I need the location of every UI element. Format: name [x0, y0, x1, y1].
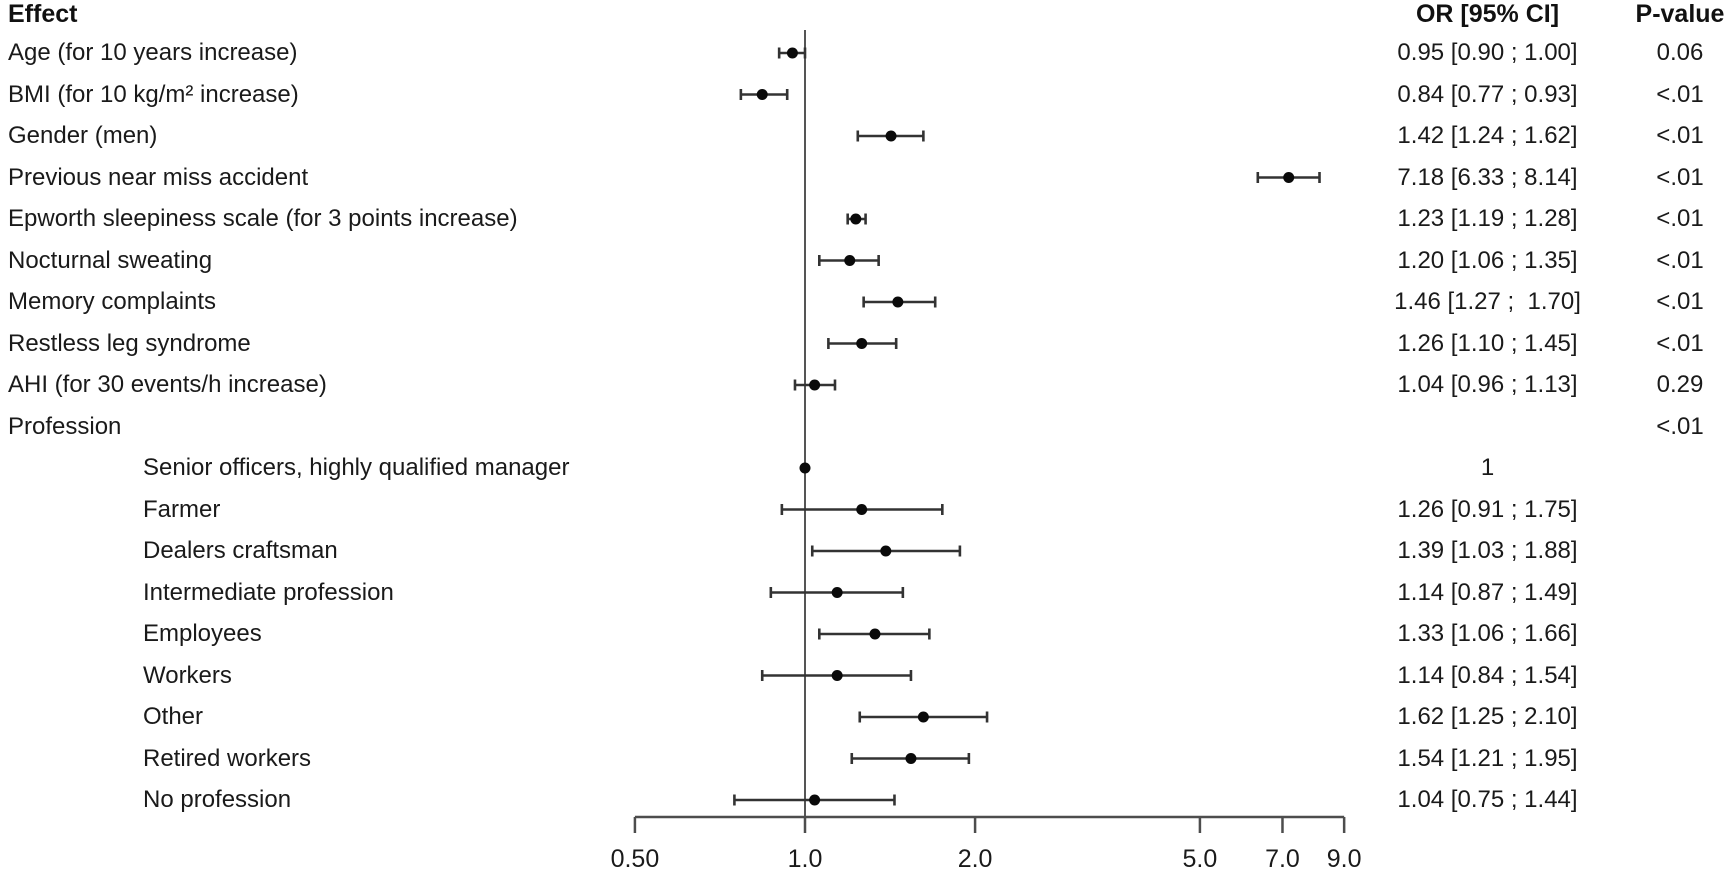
or-point: [850, 213, 862, 225]
row-label: Profession: [8, 412, 122, 440]
or-ci-value: 1.54 [1.21 ; 1.95]: [1397, 744, 1578, 772]
row-label: Age (for 10 years increase): [8, 39, 298, 66]
row-label: Dealers craftsman: [143, 537, 338, 564]
row-label: Previous near miss accident: [8, 163, 309, 191]
or-point: [756, 89, 768, 100]
row-label: Employees: [143, 620, 262, 647]
row-label: Epworth sleepiness scale (for 3 points i…: [8, 205, 518, 232]
row-label: Retired workers: [143, 744, 312, 772]
x-axis-tick-label: 1.0: [787, 845, 823, 873]
or-ci-value: 1.26 [1.10 ; 1.45]: [1397, 329, 1578, 357]
or-point: [885, 130, 897, 142]
p-value: <.01: [1656, 288, 1704, 315]
or-point: [831, 670, 843, 681]
or-point: [786, 47, 798, 59]
p-value: <.01: [1656, 246, 1704, 274]
row-label: AHI (for 30 events/h increase): [8, 371, 327, 398]
or-point: [856, 338, 868, 349]
or-point: [856, 504, 868, 515]
or-point: [869, 628, 881, 640]
or-ci-value: 0.84 [0.77 ; 0.93]: [1397, 80, 1578, 108]
row-label: Nocturnal sweating: [8, 246, 213, 274]
or-point: [809, 794, 821, 806]
or-ci-value: 1.46 [1.27 ; 1.70]: [1394, 288, 1581, 315]
or-point: [799, 462, 811, 474]
or-ci-value: 1.26 [0.91 ; 1.75]: [1397, 495, 1578, 523]
or-ci-value: 1.04 [0.75 ; 1.44]: [1397, 786, 1578, 813]
or-ci-value: 1.39 [1.03 ; 1.88]: [1397, 537, 1578, 564]
row-label: Gender (men): [8, 122, 158, 149]
effect-column-header: Effect: [8, 0, 78, 28]
or-point: [809, 379, 821, 391]
or-ci-value: 1.14 [0.84 ; 1.54]: [1397, 661, 1578, 689]
p-value: 0.06: [1656, 39, 1704, 66]
p-value: <.01: [1656, 329, 1704, 357]
p-value: <.01: [1656, 412, 1704, 440]
or-ci-value: 1.42 [1.24 ; 1.62]: [1397, 122, 1578, 149]
p-value: <.01: [1656, 163, 1704, 191]
row-label: Workers: [143, 661, 232, 689]
or-ci-value: 1.04 [0.96 ; 1.13]: [1397, 371, 1578, 398]
or-point: [917, 711, 929, 723]
row-label: Memory complaints: [8, 288, 217, 315]
or-point: [831, 587, 843, 598]
p-value-column-header: P-value: [1635, 0, 1725, 28]
row-label: Senior officers, highly qualified manage…: [143, 454, 570, 481]
or-point: [1283, 172, 1295, 183]
or-ci-value: 7.18 [6.33 ; 8.14]: [1397, 163, 1578, 191]
x-axis-tick-label: 2.0: [957, 845, 993, 873]
or-ci-column-header: OR [95% CI]: [1415, 0, 1560, 28]
or-ci-value: 1: [1480, 454, 1495, 481]
or-point: [892, 296, 904, 308]
p-value: <.01: [1656, 80, 1704, 108]
row-label: Restless leg syndrome: [8, 329, 251, 357]
row-label: Intermediate profession: [143, 578, 394, 606]
x-axis-tick-label: 9.0: [1326, 845, 1362, 873]
row-label: Other: [143, 703, 204, 730]
p-value: <.01: [1656, 205, 1704, 232]
x-axis-tick-label: 0.50: [610, 845, 660, 873]
or-ci-value: 1.14 [0.87 ; 1.49]: [1397, 578, 1578, 606]
p-value: <.01: [1656, 122, 1704, 149]
x-axis-tick-label: 7.0: [1265, 845, 1300, 873]
or-ci-value: 1.62 [1.25 ; 2.10]: [1397, 703, 1578, 730]
or-point: [880, 545, 892, 557]
or-point: [844, 255, 856, 266]
or-point: [905, 753, 917, 764]
row-label: Farmer: [143, 495, 221, 523]
p-value: 0.29: [1656, 371, 1704, 398]
x-axis-tick-label: 5.0: [1182, 845, 1218, 873]
or-ci-value: 1.33 [1.06 ; 1.66]: [1397, 620, 1578, 647]
or-ci-value: 1.23 [1.19 ; 1.28]: [1397, 205, 1578, 232]
or-ci-value: 1.20 [1.06 ; 1.35]: [1397, 246, 1578, 274]
or-ci-value: 0.95 [0.90 ; 1.00]: [1397, 39, 1578, 66]
row-label: No profession: [143, 786, 292, 813]
row-label: BMI (for 10 kg/m² increase): [8, 80, 299, 108]
